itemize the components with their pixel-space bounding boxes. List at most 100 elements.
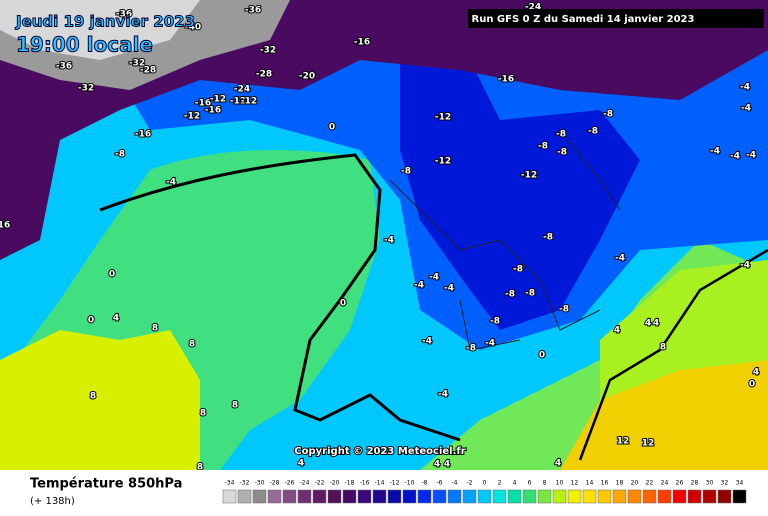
run-info: Run GFS 0 Z du Samedi 14 janvier 2023: [472, 14, 695, 25]
temperature-label: 4: [653, 319, 659, 329]
legend-tick-label: -26: [285, 480, 295, 487]
temperature-label: -12: [521, 171, 537, 181]
legend-tick-label: -20: [330, 480, 340, 487]
temperature-label: -4: [485, 339, 495, 349]
arctic-air: [0, 0, 768, 260]
temperature-label: -8: [490, 317, 500, 327]
temperature-label: 8: [90, 392, 96, 402]
legend-tick-label: 6: [528, 480, 532, 487]
temperature-label: -4: [438, 390, 448, 400]
legend-swatch: [717, 489, 732, 504]
temperature-label: 12: [642, 439, 655, 449]
temperature-label: -8: [513, 265, 523, 275]
date: Jeudi 19 janvier 2023: [15, 13, 195, 31]
temperature-label: -8: [538, 142, 548, 152]
legend-swatch: [672, 489, 687, 504]
legend-tick-label: -8: [422, 480, 428, 487]
temperature-label: 8: [197, 463, 203, 473]
temperature-label: -4: [741, 104, 751, 114]
temperature-label: -16: [498, 75, 514, 85]
temperature-label: -20: [299, 72, 315, 82]
legend-tick-label: 22: [646, 480, 654, 487]
legend-swatch: [477, 489, 492, 504]
zero-isotherm: [99, 153, 461, 442]
legend-swatch: [492, 489, 507, 504]
temperature-label: 4: [753, 368, 759, 378]
legend-tick-label: 26: [676, 480, 684, 487]
temperature-label: -4: [740, 261, 750, 271]
temperature-label: 4: [645, 319, 651, 329]
mild-region-east: [600, 260, 768, 400]
legend-tick-label: -12: [390, 480, 400, 487]
legend-swatch: [297, 489, 312, 504]
legend-swatch: [342, 489, 357, 504]
temperature-label: -12: [435, 113, 451, 123]
temperature-label: -28: [140, 66, 156, 76]
temperature-label: -4: [166, 178, 176, 188]
temperature-label: 0: [340, 299, 346, 309]
legend-tick-label: -24: [300, 480, 310, 487]
map-labels: -36 -36-40-24-32-32-28-36-28-16-20 -16-32-…: [0, 2, 760, 474]
legend-swatch: [507, 489, 522, 504]
temperature-label: 4: [555, 459, 561, 469]
temperature-label: 4: [298, 459, 304, 469]
temperature-label: -4: [710, 147, 720, 157]
legend-swatch: [252, 489, 267, 504]
legend-tick-label: 34: [736, 480, 744, 487]
legend-tick-label: -2: [467, 480, 473, 487]
legend-swatch: [582, 489, 597, 504]
temperature-label: -4: [740, 83, 750, 93]
temperature-label: -8: [557, 148, 567, 158]
temperature-label: -28: [256, 70, 272, 80]
legend-swatch: [447, 489, 462, 504]
legend-tick-label: -22: [315, 480, 325, 487]
temperature-label: -8: [603, 110, 613, 120]
very-cold-air: [400, 60, 640, 330]
temperature-label: -16: [135, 130, 151, 140]
temperature-label: -32: [129, 59, 145, 69]
legend-swatch: [702, 489, 717, 504]
legend-tick-label: -30: [255, 480, 265, 487]
temperature-label: -36: [116, 10, 132, 20]
temperature-label: 0: [109, 270, 115, 280]
legend-tick-label: -10: [405, 480, 415, 487]
legend-tick-label: 12: [571, 480, 579, 487]
temperature-label: -16: [195, 99, 211, 109]
temperature-label: 8: [660, 343, 666, 353]
temperature-label: -36: [245, 6, 261, 16]
temperature-label: -4: [615, 254, 625, 264]
lead-time: (+ 138h): [30, 496, 75, 507]
temperature-label: 4: [434, 460, 440, 470]
legend-swatch: [372, 489, 387, 504]
legend-swatch: [282, 489, 297, 504]
legend-swatch: [387, 489, 402, 504]
legend-swatch: [237, 489, 252, 504]
legend-swatch: [402, 489, 417, 504]
temperature-label: -16: [354, 38, 370, 48]
temperature-label: -8: [466, 344, 476, 354]
legend-tick-label: 8: [543, 480, 547, 487]
temperature-label: -8: [115, 150, 125, 160]
temperature-label: -8: [543, 233, 553, 243]
temperature-label: -4: [384, 236, 394, 246]
temperature-label: 0: [329, 123, 335, 133]
temperature-label: -12: [241, 97, 257, 107]
legend-swatch: [612, 489, 627, 504]
legend-tick-label: -16: [360, 480, 370, 487]
temperature-label: 8: [232, 401, 238, 411]
temperature-label: -8: [556, 130, 566, 140]
legend-swatch: [687, 489, 702, 504]
legend-tick-label: -6: [437, 480, 443, 487]
legend-swatch: [222, 489, 237, 504]
run-box: [468, 9, 764, 28]
legend-tick-label: 18: [616, 480, 624, 487]
isotherm: [578, 248, 768, 461]
temperature-label: -8: [559, 305, 569, 315]
copyright: Copyright © 2023 Meteociel.fr: [294, 446, 465, 457]
legend-swatch: [327, 489, 342, 504]
time: 19:00 locale: [16, 33, 153, 57]
legend-swatch: [462, 489, 477, 504]
coastline: [389, 129, 621, 351]
legend: -34 -32 -30 -28 -26 -24 -22 -20 -18 -16 -14 -12 -10-…: [222, 480, 747, 504]
